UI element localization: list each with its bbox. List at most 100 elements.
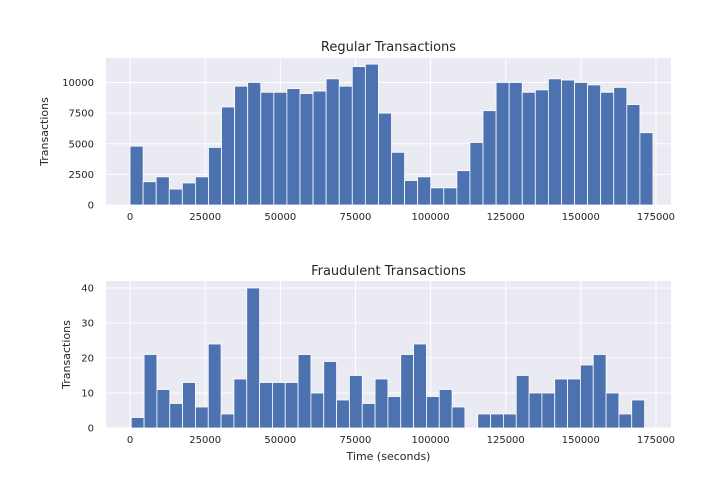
histogram-bar (567, 378, 581, 429)
y-tick-label: 7500 (69, 109, 94, 120)
chart-title: Regular Transactions (321, 40, 456, 55)
histogram-bar (574, 82, 589, 206)
histogram-bar (284, 382, 299, 429)
histogram-bar (541, 392, 556, 429)
x-tick-label: 25000 (189, 212, 221, 223)
histogram-bar (469, 142, 484, 206)
histogram-bar (297, 354, 312, 429)
histogram-bar (259, 382, 273, 429)
histogram-bar (430, 187, 445, 206)
histogram-bar (156, 389, 171, 429)
histogram-bar (246, 287, 260, 429)
histogram-bar (451, 406, 466, 429)
histogram-bar (323, 361, 337, 429)
y-tick-label: 2500 (69, 170, 94, 181)
x-tick-labels: 0 25000 50000 75000 100000 125000 150000 175000 (127, 435, 675, 446)
y-tick-labels: 0 10 20 30 40 (81, 284, 94, 435)
histogram-bar (220, 413, 235, 429)
regular-transactions-panel: 0 25000 50000 75000 100000 125000 150000 175000… (38, 40, 675, 223)
histogram-bar (613, 87, 628, 206)
histogram-bar (338, 85, 353, 206)
histogram-bar (181, 182, 196, 206)
histogram-bar (515, 375, 530, 429)
histogram-bar (182, 382, 196, 429)
y-tick-labels: 0 2500 5000 7500 10000 (62, 78, 94, 212)
histogram-bar (195, 406, 209, 429)
x-tick-label: 150000 (562, 212, 600, 223)
histogram-bars (130, 287, 645, 429)
histogram-bar (391, 151, 405, 206)
histogram-bar (169, 403, 183, 429)
histogram-bar (312, 90, 327, 206)
y-tick-label: 0 (88, 201, 94, 212)
histogram-bar (482, 110, 497, 206)
y-axis-label: Transactions (38, 97, 51, 167)
histogram-bar (272, 382, 286, 429)
x-tick-label: 125000 (487, 212, 525, 223)
histogram-bar (592, 354, 607, 429)
x-axis-label: Time (seconds) (346, 450, 431, 463)
histogram-bar (233, 378, 248, 429)
histogram-bar (639, 132, 654, 206)
fraudulent-transactions-panel: 0 25000 50000 75000 100000 125000 150000 175000… (60, 264, 675, 463)
histogram-bar (626, 104, 641, 206)
histogram-bar (130, 417, 145, 429)
histogram-bar (234, 85, 249, 206)
histogram-bar (207, 343, 222, 429)
y-tick-label: 30 (81, 319, 94, 330)
histogram-bar (534, 89, 549, 206)
histogram-bar (195, 176, 209, 206)
histogram-bar (547, 78, 562, 206)
histogram-bar (273, 91, 288, 206)
x-tick-labels: 0 25000 50000 75000 100000 125000 150000 175000 (127, 212, 675, 223)
histogram-bar (528, 392, 543, 429)
histogram-bar (387, 396, 402, 429)
histogram-bar (631, 399, 645, 429)
histogram-bar (404, 180, 419, 206)
histogram-bar (426, 396, 440, 429)
histogram-bar (168, 188, 183, 206)
histogram-bar (561, 79, 575, 206)
histogram-bar (361, 403, 376, 429)
histogram-bar (299, 93, 314, 206)
histogram-bar (495, 82, 510, 206)
histogram-bar (286, 88, 301, 206)
histogram-bar (587, 84, 602, 206)
x-tick-label: 75000 (340, 435, 372, 446)
histogram-bar (310, 392, 325, 429)
histogram-bar (247, 82, 262, 206)
histogram-bar (155, 176, 170, 206)
histogram-bar (374, 378, 389, 429)
histogram-bar (521, 91, 536, 206)
y-axis-label: Transactions (60, 320, 73, 390)
histogram-bar (208, 147, 222, 206)
histogram-bar (417, 176, 432, 206)
y-tick-label: 0 (88, 424, 94, 435)
x-tick-label: 25000 (189, 435, 221, 446)
x-tick-label: 175000 (637, 435, 675, 446)
histogram-bar (349, 375, 363, 429)
histogram-bar (129, 145, 144, 206)
histogram-bar (143, 354, 158, 429)
histogram-bar (456, 170, 471, 206)
x-tick-label: 50000 (264, 435, 296, 446)
histogram-bar (554, 378, 568, 429)
y-tick-label: 20 (81, 354, 94, 365)
x-tick-label: 125000 (487, 435, 525, 446)
y-tick-label: 40 (81, 284, 94, 295)
histogram-bar (477, 413, 491, 429)
histogram-bar (605, 392, 620, 429)
histogram-bar (221, 106, 236, 206)
x-tick-label: 100000 (411, 212, 449, 223)
histogram-bar (503, 413, 517, 429)
x-tick-label: 100000 (411, 435, 449, 446)
histogram-bar (142, 181, 157, 206)
histogram-bar (400, 354, 414, 429)
histogram-bar (600, 91, 615, 206)
x-tick-label: 175000 (637, 212, 675, 223)
histogram-bar (351, 66, 366, 206)
x-tick-label: 0 (127, 435, 133, 446)
histogram-bar (443, 187, 458, 206)
histogram-bar (580, 364, 594, 429)
